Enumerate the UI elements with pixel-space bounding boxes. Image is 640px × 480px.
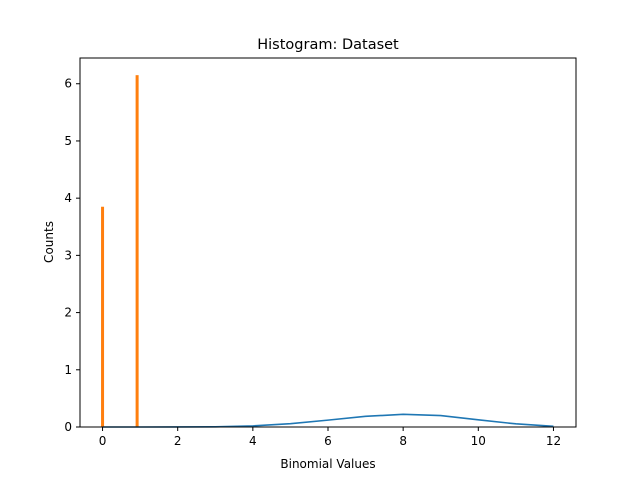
y-tick-label: 6: [64, 77, 72, 91]
bar-1: [135, 75, 139, 428]
x-tick-label: 4: [249, 434, 257, 448]
y-tick-label: 5: [64, 134, 72, 148]
y-axis-ticks: 0 1 2 3 4 5 6: [64, 77, 80, 434]
y-tick-label: 1: [64, 363, 72, 377]
x-tick-label: 0: [99, 434, 107, 448]
y-tick-label: 4: [64, 191, 72, 205]
y-axis-label: Counts: [42, 221, 56, 263]
x-axis-ticks: 0 2 4 6 8 10 12: [99, 427, 561, 448]
bar-0: [101, 206, 105, 427]
chart-title: Histogram: Dataset: [257, 37, 399, 53]
y-tick-label: 3: [64, 248, 72, 262]
x-tick-label: 2: [174, 434, 182, 448]
x-tick-label: 10: [471, 434, 486, 448]
y-tick-label: 0: [64, 420, 72, 434]
x-tick-label: 8: [399, 434, 407, 448]
y-tick-label: 2: [64, 306, 72, 320]
x-tick-label: 6: [324, 434, 332, 448]
x-axis-label: Binomial Values: [280, 457, 375, 471]
x-tick-label: 12: [546, 434, 561, 448]
